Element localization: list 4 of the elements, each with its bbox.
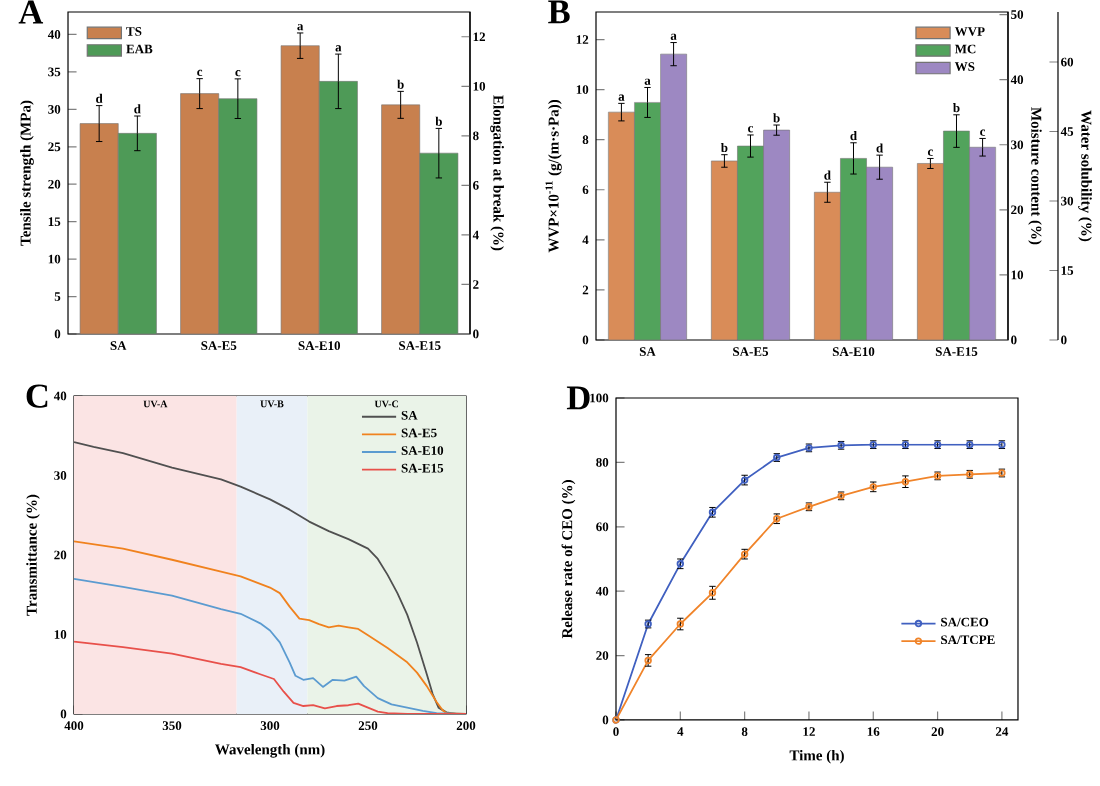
chart-title: B [548, 0, 570, 24]
chart-title: C [26, 384, 48, 408]
chart-title: D [566, 386, 590, 410]
chart-title: A [18, 0, 44, 24]
